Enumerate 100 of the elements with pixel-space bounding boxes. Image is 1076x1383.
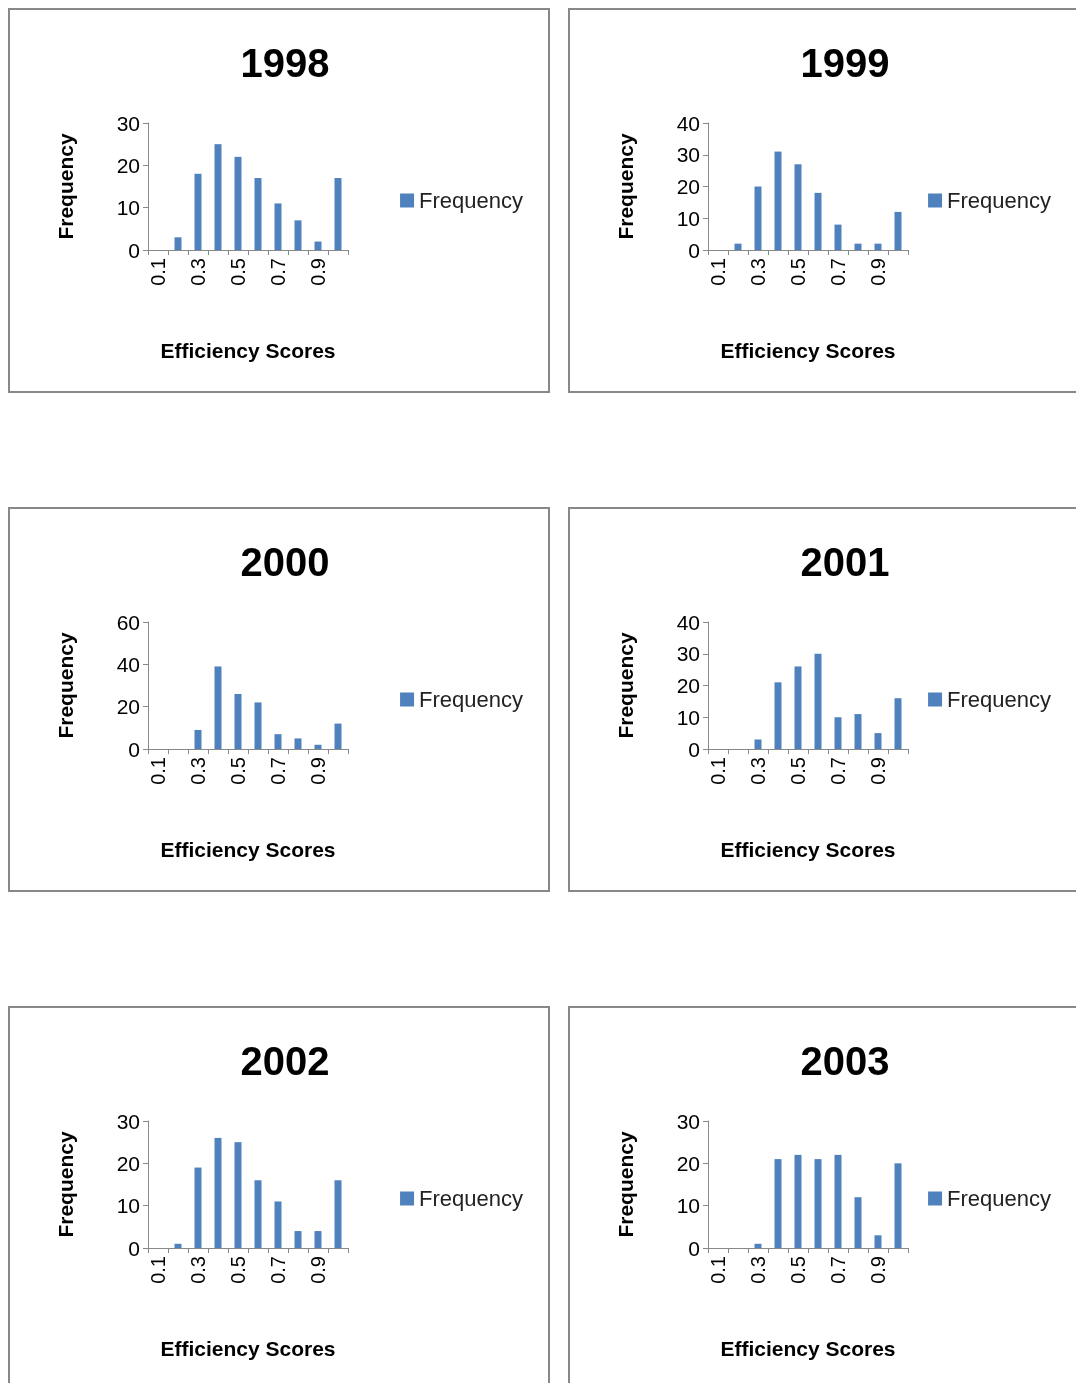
legend-label: Frequency	[419, 1186, 524, 1211]
bar	[794, 164, 802, 250]
legend-label: Frequency	[947, 687, 1052, 712]
x-tick-label: 0.3	[187, 258, 209, 286]
x-tick-label: 0.1	[707, 757, 729, 785]
bar	[314, 241, 322, 250]
y-tick-label: 20	[676, 175, 700, 198]
y-tick-label: 10	[676, 206, 700, 230]
bar	[894, 698, 902, 749]
bar	[854, 243, 862, 250]
bar	[194, 1167, 202, 1248]
y-tick-label: 60	[116, 610, 140, 634]
bar	[274, 203, 282, 250]
legend-label: Frequency	[947, 188, 1052, 213]
x-tick-label: 0.7	[827, 1256, 849, 1284]
x-tick-label: 0.3	[747, 258, 769, 286]
x-axis-title: Efficiency Scores	[720, 838, 896, 861]
bar	[854, 1197, 862, 1248]
chart-title: 2003	[800, 1039, 890, 1083]
x-tick-label: 0.3	[747, 757, 769, 785]
bar	[814, 653, 822, 749]
legend-label: Frequency	[947, 1186, 1052, 1211]
bar	[774, 682, 782, 749]
bar	[874, 1235, 882, 1248]
y-tick-label: 10	[116, 196, 140, 220]
y-tick-label: 0	[688, 737, 700, 761]
bar	[834, 717, 842, 749]
x-tick-label: 0.5	[787, 757, 809, 785]
bar	[174, 1243, 182, 1248]
x-axis-title: Efficiency Scores	[720, 1337, 896, 1360]
y-axis-title: Frequency	[54, 1131, 77, 1238]
bar	[194, 173, 202, 250]
x-tick-label: 0.9	[867, 258, 889, 286]
bar	[194, 729, 202, 749]
y-tick-label: 30	[676, 143, 700, 167]
bar	[234, 693, 242, 749]
y-tick-label: 40	[676, 111, 700, 135]
x-tick-label: 0.7	[267, 258, 289, 286]
x-tick-label: 0.5	[787, 258, 809, 286]
bar	[754, 186, 762, 250]
x-tick-label: 0.1	[707, 258, 729, 286]
bar	[274, 734, 282, 749]
bar	[754, 739, 762, 749]
y-tick-label: 30	[116, 1109, 140, 1133]
x-tick-label: 0.7	[267, 757, 289, 785]
legend-label: Frequency	[419, 687, 524, 712]
y-tick-label: 30	[676, 642, 700, 666]
x-axis-title: Efficiency Scores	[160, 838, 336, 861]
y-tick-label: 10	[676, 705, 700, 729]
bar	[334, 723, 342, 749]
y-axis-title: Frequency	[54, 632, 77, 739]
x-tick-label: 0.9	[867, 1256, 889, 1284]
bar	[854, 714, 862, 749]
y-axis-title: Frequency	[614, 632, 637, 739]
bar	[334, 1180, 342, 1248]
x-tick-label: 0.7	[827, 757, 849, 785]
x-tick-label: 0.3	[187, 1256, 209, 1284]
y-tick-label: 20	[116, 695, 140, 719]
y-tick-label: 10	[116, 1194, 140, 1218]
bar	[214, 144, 222, 250]
bar	[734, 243, 742, 250]
bar	[874, 733, 882, 749]
bar	[834, 1154, 842, 1248]
x-tick-label: 0.1	[147, 258, 169, 286]
y-tick-label: 0	[128, 1236, 140, 1260]
bar	[774, 151, 782, 250]
bar	[254, 702, 262, 749]
bar	[834, 224, 842, 250]
bar	[254, 178, 262, 250]
y-tick-label: 40	[116, 652, 140, 676]
x-tick-label: 0.9	[307, 757, 329, 785]
x-tick-label: 0.9	[867, 757, 889, 785]
y-tick-label: 30	[676, 1109, 700, 1133]
y-tick-label: 0	[688, 1236, 700, 1260]
bar	[814, 192, 822, 250]
bar	[294, 1231, 302, 1248]
x-tick-label: 0.1	[147, 1256, 169, 1284]
bar	[234, 156, 242, 250]
y-axis-title: Frequency	[614, 133, 637, 240]
chart-title: 1999	[800, 41, 890, 85]
bar	[874, 243, 882, 250]
bar	[294, 738, 302, 749]
legend-label: Frequency	[419, 188, 524, 213]
bar	[254, 1180, 262, 1248]
bar	[314, 1231, 322, 1248]
chart-title: 1998	[240, 41, 330, 85]
x-tick-label: 0.5	[227, 258, 249, 286]
x-tick-label: 0.1	[147, 757, 169, 785]
x-tick-label: 0.7	[267, 1256, 289, 1284]
y-tick-label: 10	[676, 1194, 700, 1218]
bar	[794, 666, 802, 749]
x-tick-label: 0.5	[787, 1256, 809, 1284]
bar	[274, 1201, 282, 1248]
bar	[754, 1243, 762, 1248]
x-tick-label: 0.1	[707, 1256, 729, 1284]
bar	[894, 211, 902, 250]
bar	[214, 666, 222, 749]
x-tick-label: 0.7	[827, 258, 849, 286]
x-tick-label: 0.5	[227, 1256, 249, 1284]
chart-title: 2000	[240, 540, 330, 584]
